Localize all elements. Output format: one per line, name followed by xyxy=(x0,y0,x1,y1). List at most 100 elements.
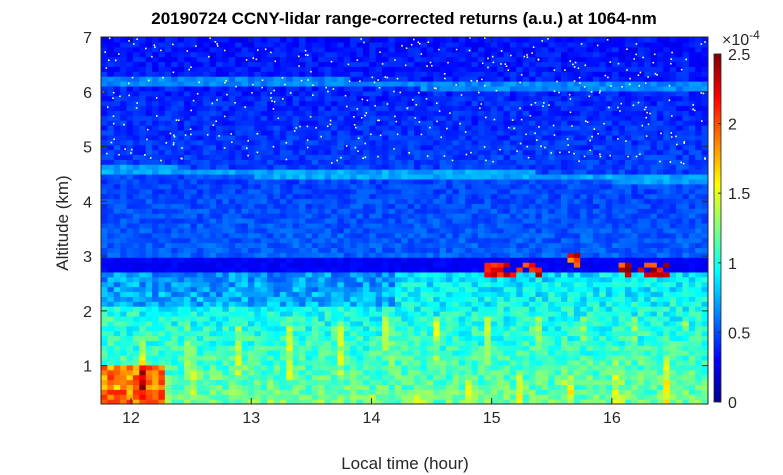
heatmap-cell xyxy=(369,66,377,72)
heatmap-cell xyxy=(260,90,268,97)
heatmap-cell xyxy=(375,125,383,131)
heatmap-cell xyxy=(337,95,345,102)
heatmap-cell xyxy=(484,90,492,97)
heatmap-cell xyxy=(216,355,223,361)
heatmap-cell xyxy=(273,262,281,268)
heatmap-cell xyxy=(375,222,383,229)
heatmap-cell xyxy=(350,183,358,190)
heatmap-cell xyxy=(318,374,326,381)
heatmap-cell xyxy=(241,41,249,48)
heatmap-cell xyxy=(254,320,262,327)
heatmap-cell xyxy=(420,159,428,165)
heatmap-cell xyxy=(446,66,454,72)
heatmap-cell xyxy=(164,51,172,58)
heatmap-cell xyxy=(145,242,153,249)
heatmap-cell xyxy=(305,134,313,141)
heatmap-cell xyxy=(120,301,128,307)
heatmap-cell xyxy=(196,208,204,214)
heatmap-cell xyxy=(439,139,447,146)
heatmap-cell xyxy=(177,71,185,77)
heatmap-cell xyxy=(222,296,230,302)
heatmap-cell xyxy=(299,335,307,341)
heatmap-cell xyxy=(337,242,345,249)
heatmap-cell xyxy=(311,222,319,229)
heatmap-cell xyxy=(267,345,275,351)
heatmap-cell xyxy=(254,271,262,278)
heatmap-cell xyxy=(362,227,370,234)
heatmap-cell xyxy=(279,90,287,97)
heatmap-cell xyxy=(177,81,185,87)
heatmap-cell xyxy=(152,100,160,107)
heatmap-cell xyxy=(343,37,351,43)
heatmap-cell xyxy=(158,61,166,67)
heatmap-cell xyxy=(439,213,447,219)
heatmap-cell xyxy=(228,227,236,234)
heatmap-cell xyxy=(286,359,294,366)
heatmap-cell xyxy=(222,242,230,249)
heatmap-cell xyxy=(375,286,383,293)
heatmap-cell xyxy=(497,364,505,371)
heatmap-cell xyxy=(331,394,339,400)
heatmap-cell xyxy=(497,262,505,268)
heatmap-cell xyxy=(401,262,409,268)
heatmap-cell xyxy=(394,71,402,77)
heatmap-cell xyxy=(190,227,198,234)
heatmap-cell xyxy=(196,139,204,146)
heatmap-cell xyxy=(222,129,230,136)
heatmap-cell xyxy=(324,369,332,376)
heatmap-cell xyxy=(490,183,498,190)
heatmap-cell xyxy=(171,193,179,200)
heatmap-cell xyxy=(426,115,434,121)
heatmap-cell xyxy=(446,227,454,234)
heatmap-cell xyxy=(382,129,390,136)
heatmap-cell xyxy=(362,85,370,92)
heatmap-cell xyxy=(247,266,255,273)
heatmap-cell xyxy=(139,183,147,190)
heatmap-cell xyxy=(369,266,377,273)
heatmap-cell xyxy=(216,105,223,111)
heatmap-cell xyxy=(394,345,402,351)
heatmap-cell xyxy=(465,208,473,214)
heatmap-cell xyxy=(241,306,249,312)
heatmap-cell xyxy=(158,320,166,327)
heatmap-cell xyxy=(394,115,402,121)
heatmap-cell xyxy=(254,90,262,97)
heatmap-cell xyxy=(107,37,115,43)
heatmap-cell xyxy=(292,174,300,180)
heatmap-cell xyxy=(433,286,441,293)
heatmap-cell xyxy=(158,359,166,366)
heatmap-cell xyxy=(452,291,460,297)
heatmap-cell xyxy=(279,41,287,48)
heatmap-cell xyxy=(196,296,204,302)
heatmap-cell xyxy=(324,227,332,234)
heatmap-cell xyxy=(254,144,262,151)
heatmap-cell xyxy=(452,193,460,200)
heatmap-cell xyxy=(171,208,179,214)
heatmap-cell xyxy=(331,159,339,165)
heatmap-cell xyxy=(490,61,498,67)
heatmap-cell xyxy=(107,110,115,116)
heatmap-cell xyxy=(426,41,434,48)
heatmap-cell xyxy=(145,301,153,307)
heatmap-cell xyxy=(388,271,396,278)
heatmap-cell xyxy=(196,232,204,239)
heatmap-cell xyxy=(190,115,198,121)
heatmap-cell xyxy=(254,222,262,229)
heatmap-cell xyxy=(164,374,172,381)
heatmap-cell xyxy=(414,340,422,346)
heatmap-cell xyxy=(267,394,275,400)
heatmap-cell xyxy=(139,129,147,136)
heatmap-cell xyxy=(350,110,358,116)
heatmap-cell xyxy=(184,379,192,386)
heatmap-cell xyxy=(228,110,236,116)
heatmap-cell xyxy=(113,66,121,72)
heatmap-cell xyxy=(171,129,179,136)
heatmap-cell xyxy=(120,85,128,92)
heatmap-cell xyxy=(433,374,441,381)
heatmap-cell xyxy=(247,76,255,82)
heatmap-cell xyxy=(113,208,121,214)
heatmap-cell xyxy=(120,242,128,249)
heatmap-cell xyxy=(401,76,409,82)
heatmap-cell xyxy=(356,125,364,131)
heatmap-cell xyxy=(388,218,396,224)
